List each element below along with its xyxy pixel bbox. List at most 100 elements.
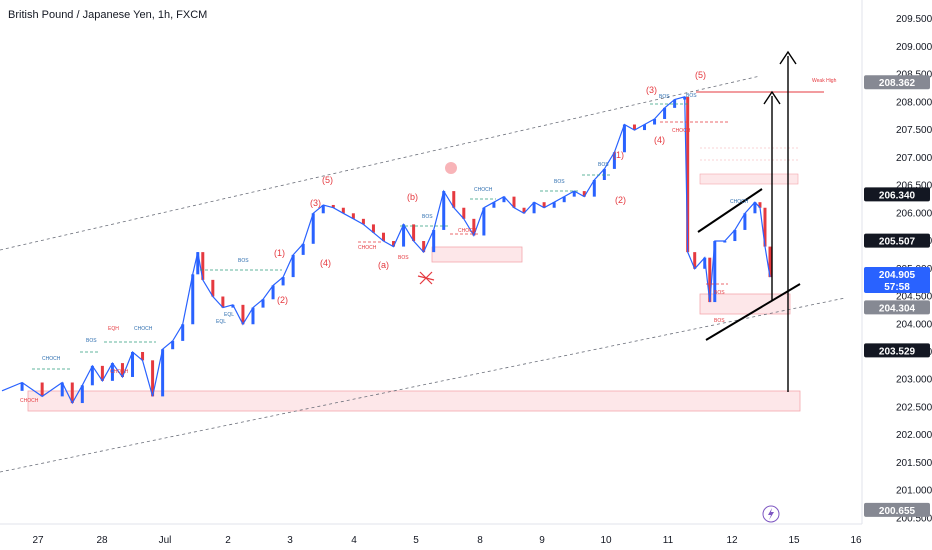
price-tick-label: 206.000 <box>896 208 932 219</box>
candle <box>723 241 727 243</box>
candle <box>472 218 476 236</box>
candle <box>271 285 275 300</box>
candle <box>151 360 155 397</box>
time-tick-label: 8 <box>477 535 483 546</box>
countdown-text: 57:58 <box>884 282 910 293</box>
smc-label: BOS <box>598 162 609 168</box>
lightning-icon[interactable] <box>762 505 780 523</box>
arrow-head-2-icon <box>779 50 797 65</box>
price-tick-label: 208.500 <box>896 70 932 81</box>
candle <box>753 202 757 214</box>
candle <box>201 252 205 280</box>
candle <box>402 224 406 247</box>
price-line[interactable] <box>1 96 771 405</box>
wedge-lower-line[interactable] <box>705 283 801 341</box>
wave-label: (a) <box>378 260 389 270</box>
candle <box>512 196 516 208</box>
channel-upper-line[interactable] <box>0 75 761 251</box>
arrow-head-1-icon <box>763 90 781 105</box>
cross-marker-icon <box>417 271 435 285</box>
candle <box>442 191 446 230</box>
candle <box>632 124 636 131</box>
candle <box>281 277 285 286</box>
candle <box>758 202 762 208</box>
smc-label: CHOCH <box>474 187 493 193</box>
candle <box>311 213 315 244</box>
demand-zone[interactable] <box>27 390 801 412</box>
smc-label: EQL <box>216 319 226 325</box>
price-tick-label: 209.500 <box>896 14 932 25</box>
wave-label: (3) <box>646 85 657 95</box>
wave-label: (1) <box>613 150 624 160</box>
candle <box>582 191 586 197</box>
candle <box>20 382 24 391</box>
candle <box>663 107 667 119</box>
candle <box>371 224 375 233</box>
price-tick-label: 206.500 <box>896 181 932 192</box>
candle <box>291 254 295 278</box>
candle <box>552 202 556 208</box>
demand-zone-small[interactable] <box>431 246 523 263</box>
candle <box>432 229 436 253</box>
candle <box>351 213 355 219</box>
price-tick-label: 201.000 <box>896 486 932 497</box>
candle <box>40 382 44 397</box>
wave-label: (2) <box>277 295 288 305</box>
smc-label: CHOCH <box>672 128 691 134</box>
smc-label: CHOCH <box>42 356 61 362</box>
candle <box>612 152 616 169</box>
time-tick-label: 28 <box>96 535 108 546</box>
candle <box>331 204 335 208</box>
price-label-text: 205.507 <box>879 237 916 248</box>
time-tick-label: 5 <box>413 535 419 546</box>
smc-label: BOS <box>714 318 725 324</box>
wave-label: (1) <box>274 248 285 258</box>
candle <box>211 279 215 297</box>
candle <box>60 382 64 397</box>
time-tick-label: 9 <box>539 535 545 546</box>
price-label-text: 206.340 <box>879 190 916 201</box>
time-tick-label: 10 <box>600 535 612 546</box>
candle <box>221 296 225 308</box>
wave-label: (2) <box>615 195 626 205</box>
demand-zone-recent[interactable] <box>699 293 791 315</box>
highlight-circle <box>445 162 457 174</box>
smc-label: BOS <box>398 255 409 261</box>
candle <box>592 180 596 197</box>
candle <box>422 241 426 253</box>
price-tick-label: 201.500 <box>896 458 932 469</box>
price-label-text: 203.529 <box>879 346 916 357</box>
structure-lines <box>32 103 728 370</box>
candle <box>381 232 385 242</box>
price-label-box <box>864 502 930 517</box>
time-tick-label: Jul <box>159 535 172 546</box>
candle <box>80 385 84 404</box>
candle <box>763 207 767 247</box>
wave-label: (3) <box>310 198 321 208</box>
wedge-upper-line[interactable] <box>697 188 763 233</box>
candle <box>412 224 416 242</box>
supply-zone[interactable] <box>699 173 799 185</box>
candle <box>161 349 165 397</box>
price-tick-label: 200.500 <box>896 513 932 524</box>
candle <box>171 340 175 350</box>
price-tick-label: 204.500 <box>896 292 932 303</box>
weak-high-label: Weak High <box>812 78 837 84</box>
wave-label: (b) <box>407 192 418 202</box>
candle <box>141 352 145 361</box>
smc-label: BOS <box>714 290 725 296</box>
smc-label: BOS <box>686 93 697 99</box>
candle <box>713 241 717 303</box>
candle <box>392 241 396 247</box>
price-label-box <box>864 300 930 315</box>
price-tick-label: 204.000 <box>896 319 932 330</box>
candle <box>361 218 365 225</box>
price-label-box <box>864 187 930 202</box>
candle <box>120 363 124 377</box>
candle <box>70 382 74 404</box>
candle <box>673 99 677 108</box>
candle <box>231 304 235 308</box>
price-label-text: 204.304 <box>879 303 916 314</box>
